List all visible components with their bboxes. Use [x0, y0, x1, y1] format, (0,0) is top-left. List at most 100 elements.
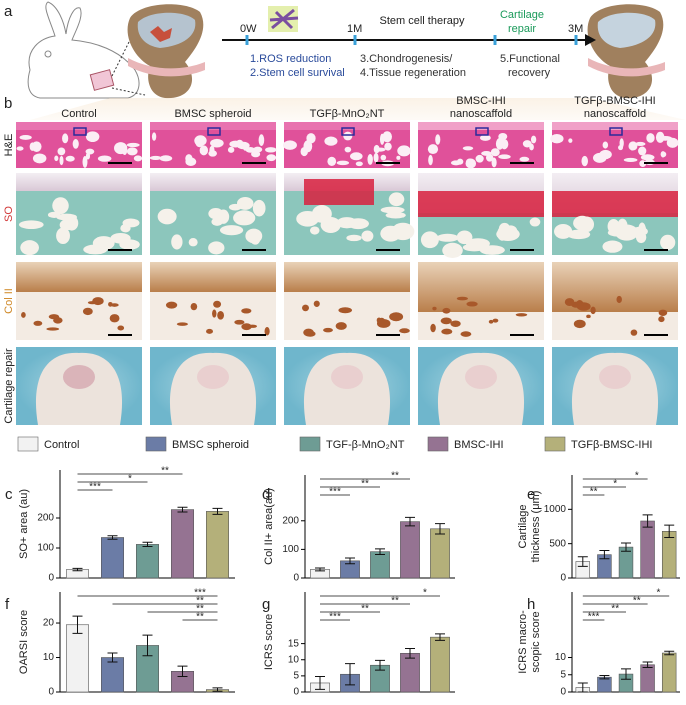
panel-letter: c — [5, 486, 13, 503]
marrow-space — [208, 241, 225, 255]
stain-patch — [217, 311, 225, 320]
error-bar — [142, 541, 153, 547]
marrow-space — [435, 134, 441, 145]
marrow-space — [436, 233, 459, 242]
y-tick-label: 15 — [288, 638, 300, 649]
marrow-space — [126, 142, 140, 148]
legend-label: TGF-β-MnO₂NT — [326, 439, 405, 451]
stain-patch — [33, 320, 43, 326]
step-label: 1.ROS reduction — [250, 53, 331, 65]
marrow-space — [18, 220, 44, 230]
y-tick-label: 10 — [43, 652, 55, 663]
marrow-space — [327, 156, 337, 167]
stain-patch — [190, 302, 198, 311]
timeline-label: 3M — [568, 23, 583, 35]
significance-label: *** — [89, 482, 101, 493]
marrow-space — [209, 145, 215, 155]
stain-patch — [206, 328, 214, 334]
cartilage-layer — [16, 122, 142, 130]
marrow-space — [119, 239, 140, 250]
stain-patch — [389, 312, 404, 322]
stain-patch — [46, 327, 60, 331]
marrow-space — [581, 155, 588, 167]
roi-box — [73, 127, 87, 136]
marrow-space — [309, 226, 320, 235]
marrow-space — [373, 152, 379, 163]
outcome-label: Cartilage — [500, 9, 544, 21]
cartilage-layer — [16, 262, 142, 292]
bar — [206, 511, 230, 579]
micrograph — [149, 122, 277, 168]
error-bar — [642, 514, 653, 528]
stain-patch — [586, 314, 591, 319]
legend-label: BMSC-IHI — [454, 439, 504, 451]
marrow-space — [529, 143, 534, 151]
row-label: SO — [3, 206, 15, 222]
micrograph — [552, 262, 678, 340]
marrow-space — [361, 230, 374, 242]
marrow-space — [619, 138, 624, 149]
marrow-space — [320, 217, 341, 233]
marrow-space — [568, 138, 573, 143]
marrow-space — [479, 245, 505, 255]
marrow-space — [52, 197, 69, 215]
column-header: TGFβ-MnO₂NT — [310, 108, 385, 120]
stain-patch — [234, 319, 245, 325]
marrow-space — [72, 139, 79, 149]
marrow-space — [219, 225, 244, 236]
error-bar — [212, 687, 223, 692]
stain-patch — [21, 312, 26, 318]
significance-label: *** — [329, 612, 341, 623]
legend-swatch — [145, 436, 167, 452]
bar — [101, 537, 125, 579]
significance-label: ** — [590, 487, 598, 498]
marrow-space — [300, 146, 308, 157]
row-label: Cartilage repair — [3, 348, 15, 424]
marrow-space — [660, 234, 676, 251]
marrow-space — [82, 155, 88, 168]
micrograph — [418, 347, 544, 425]
legend-swatch — [17, 436, 39, 452]
marrow-space — [242, 142, 248, 151]
bar — [136, 544, 160, 579]
marrow-space — [188, 238, 198, 247]
y-tick-label: 0 — [48, 687, 54, 698]
marrow-space — [252, 199, 266, 217]
micrograph — [283, 122, 411, 168]
stain-patch — [430, 323, 436, 333]
outcome-label: repair — [508, 23, 536, 35]
marrow-space — [85, 152, 91, 160]
marrow-space — [592, 152, 607, 163]
marrow-space — [336, 160, 350, 166]
bar — [400, 652, 420, 693]
marrow-space — [469, 241, 482, 248]
marrow-space — [379, 133, 385, 145]
marrow-space — [245, 147, 256, 153]
marrow-space — [658, 135, 673, 141]
error-bar — [212, 507, 223, 515]
y-axis-label: Cartilage — [517, 504, 529, 548]
stain-patch — [573, 319, 586, 329]
defect-site — [465, 365, 497, 389]
y-tick-label: 0 — [48, 573, 54, 584]
knee-marker — [89, 69, 115, 91]
marrow-space — [456, 158, 464, 165]
stain-patch — [432, 306, 437, 311]
row-label: H&E — [3, 134, 15, 157]
marrow-space — [283, 140, 297, 150]
significance-label: ** — [161, 466, 169, 477]
marrow-space — [623, 157, 638, 163]
cartilage-layer — [552, 122, 678, 130]
micrograph — [16, 173, 142, 256]
micrograph — [550, 122, 679, 168]
marrow-space — [497, 226, 508, 241]
legend-label: TGFβ-BMSC-IHI — [571, 439, 653, 451]
stain-patch — [241, 323, 252, 331]
stain-patch — [460, 331, 472, 337]
micrograph — [16, 262, 142, 340]
stain-patch — [515, 313, 528, 317]
stain-patch — [176, 322, 188, 326]
error-bar — [405, 647, 415, 659]
roi-box — [341, 127, 355, 136]
